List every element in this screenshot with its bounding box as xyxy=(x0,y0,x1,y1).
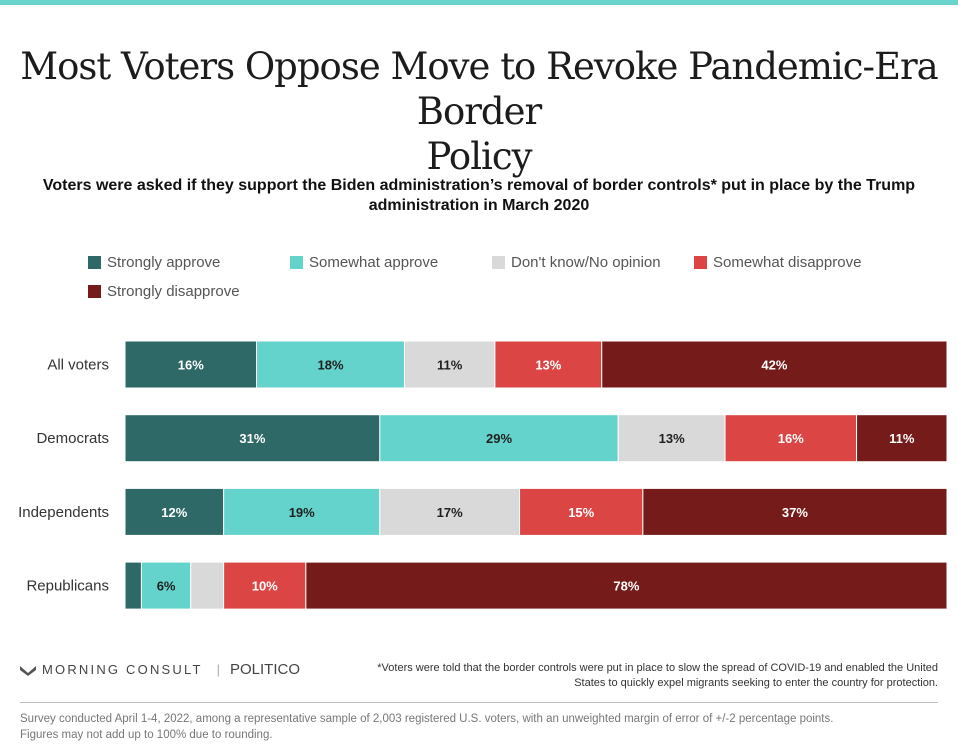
legend-swatch-somewhat-approve xyxy=(290,256,303,269)
legend-item-strongly-disapprove: Strongly disapprove xyxy=(88,283,240,300)
bar-value-label: 15% xyxy=(568,505,594,520)
brand-separator: | xyxy=(216,662,220,677)
bar-value-label: 13% xyxy=(535,358,561,373)
footnote-line-2: States to quickly expel migrants seeking… xyxy=(574,677,938,689)
chart-subtitle: Voters were asked if they support the Bi… xyxy=(0,176,958,216)
bar-value-label: 10% xyxy=(252,579,278,594)
legend-swatch-strongly-approve xyxy=(88,256,101,269)
legend-item-strongly-approve: Strongly approve xyxy=(88,254,220,271)
bar-value-label: 18% xyxy=(317,358,343,373)
bar-segment xyxy=(642,487,948,536)
bar-segment xyxy=(379,487,521,536)
bar-value-label: 13% xyxy=(659,431,685,446)
chart-title: Most Voters Oppose Move to Revoke Pandem… xyxy=(0,44,958,179)
bar-segment xyxy=(519,487,644,536)
legend-label-strongly-approve: Strongly approve xyxy=(107,254,221,271)
bar-value-label: 6% xyxy=(157,579,176,594)
footer-brand: MORNING CONSULT | POLITICO xyxy=(20,661,300,678)
chart-title-line-2: Policy xyxy=(426,135,533,178)
legend-item-no-opinion: Don't know/No opinion xyxy=(492,254,661,271)
bar-value-label: 31% xyxy=(239,431,265,446)
legend-swatch-no-opinion xyxy=(492,256,505,269)
chart-subtitle-line-1: Voters were asked if they support the Bi… xyxy=(42,177,916,194)
bar-segment xyxy=(305,561,948,610)
top-accent-bar xyxy=(0,0,958,5)
bar-segment xyxy=(494,340,603,389)
bar-segment xyxy=(140,561,192,610)
bar-segment xyxy=(190,561,225,610)
legend-swatch-somewhat-disapprove xyxy=(694,256,707,269)
bar-segment xyxy=(379,414,619,463)
bar-value-label: 78% xyxy=(613,579,639,594)
bar-value-label: 12% xyxy=(161,505,187,520)
category-label: Republicans xyxy=(26,578,109,595)
bar-value-label: 16% xyxy=(178,358,204,373)
source-note: Survey conducted April 1-4, 2022, among … xyxy=(20,711,938,743)
source-line-1: Survey conducted April 1-4, 2022, among … xyxy=(20,713,834,725)
morning-consult-logo-icon xyxy=(20,665,36,676)
bar-value-label: 11% xyxy=(889,431,915,446)
chart-subtitle-line-2: administration in March 2020 xyxy=(368,197,590,214)
legend-label-somewhat-approve: Somewhat approve xyxy=(309,254,439,271)
bar-value-label: 16% xyxy=(778,431,804,446)
stacked-bar-chart: All voters 16% 18% 11% 13% 42% Democrats 31% 29%… xyxy=(18,340,948,610)
bar-value-label: 29% xyxy=(486,431,512,446)
bar-segment xyxy=(223,487,381,536)
footnote: *Voters were told that the border contro… xyxy=(318,661,938,691)
legend-label-strongly-disapprove: Strongly disapprove xyxy=(107,283,240,300)
bar-segment xyxy=(724,414,858,463)
bar-segment xyxy=(124,561,142,610)
bar-segment xyxy=(856,414,948,463)
legend-item-somewhat-approve: Somewhat approve xyxy=(290,254,438,271)
bar-value-label: 17% xyxy=(437,505,463,520)
legend-swatch-strongly-disapprove xyxy=(88,285,101,298)
legend-label-no-opinion: Don't know/No opinion xyxy=(511,254,661,271)
politico-wordmark: POLITICO xyxy=(230,661,301,678)
bar-value-label: 37% xyxy=(782,505,808,520)
footnote-line-1: *Voters were told that the border contro… xyxy=(377,662,938,674)
bar-segment xyxy=(124,487,225,536)
chart-title-line-1: Most Voters Oppose Move to Revoke Pandem… xyxy=(20,45,938,133)
category-label: All voters xyxy=(47,357,109,374)
category-label: Democrats xyxy=(36,430,109,447)
bar-value-label: 42% xyxy=(761,358,787,373)
category-label: Independents xyxy=(18,504,109,521)
bar-segment xyxy=(223,561,307,610)
bar-value-label: 19% xyxy=(289,505,315,520)
bar-segment xyxy=(601,340,948,389)
bar-value-label: 11% xyxy=(437,358,463,373)
legend-label-somewhat-disapprove: Somewhat disapprove xyxy=(713,254,862,271)
source-line-2: Figures may not add up to 100% due to ro… xyxy=(20,729,273,741)
bar-segment xyxy=(124,414,381,463)
footer-divider xyxy=(20,702,938,703)
legend-item-somewhat-disapprove: Somewhat disapprove xyxy=(694,254,861,271)
morning-consult-wordmark: MORNING CONSULT xyxy=(42,662,203,677)
